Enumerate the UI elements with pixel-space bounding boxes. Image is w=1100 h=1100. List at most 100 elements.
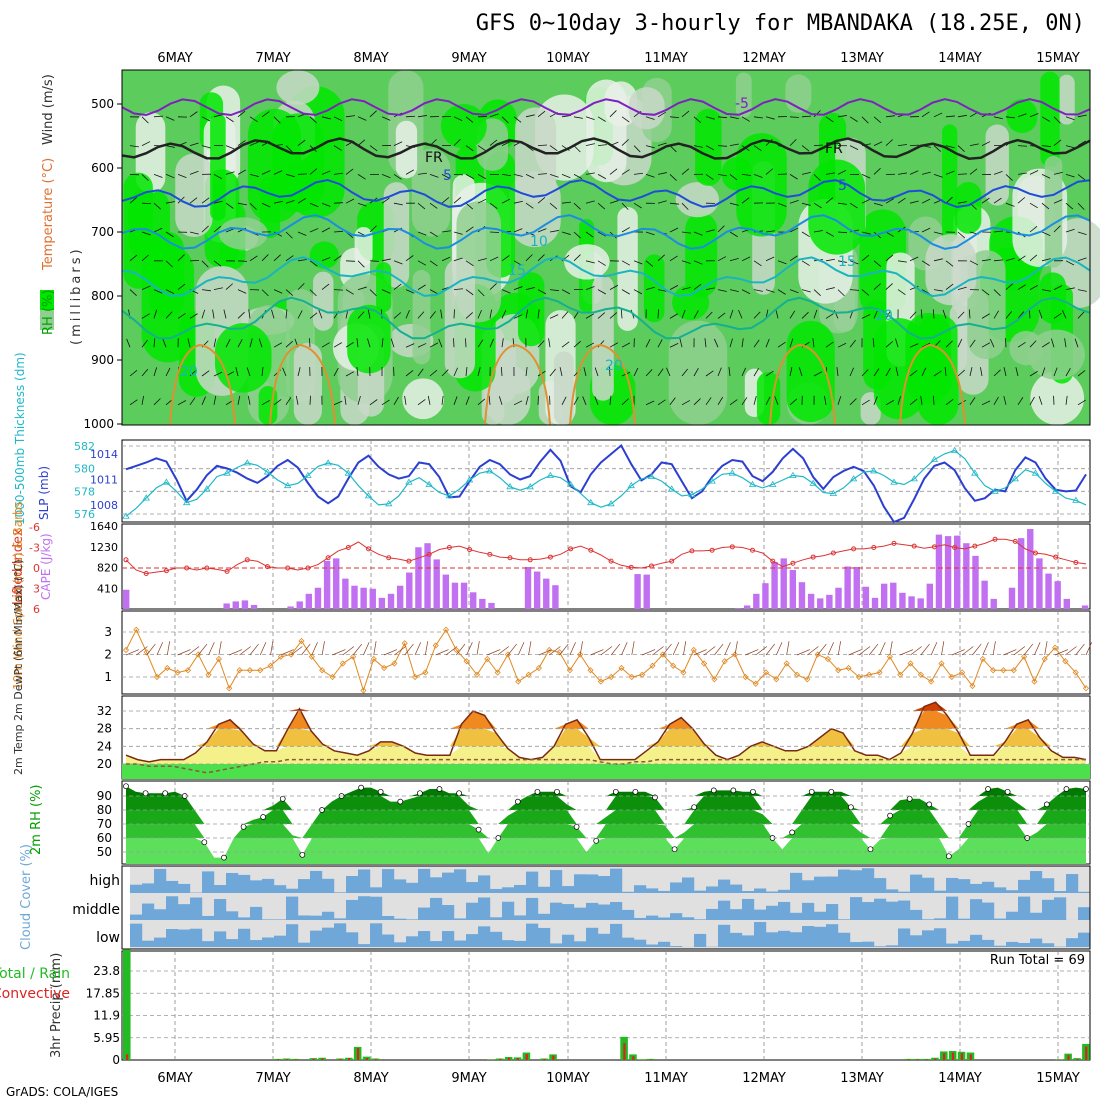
wind-barb bbox=[273, 399, 282, 406]
wind-barb bbox=[465, 174, 475, 180]
precip-convective-bar bbox=[1085, 1046, 1088, 1060]
cloud-bar bbox=[718, 879, 731, 893]
rh-patch bbox=[517, 272, 545, 347]
cloud-bar bbox=[946, 877, 959, 893]
rh-patch bbox=[1030, 371, 1085, 425]
contour-label: 20 bbox=[875, 308, 893, 324]
wind-barb bbox=[390, 338, 395, 348]
wind-barb bbox=[909, 398, 918, 406]
wind-barb bbox=[861, 198, 871, 204]
wind-speed-marker bbox=[1020, 653, 1028, 660]
wind-barb bbox=[201, 396, 206, 405]
wind-barb bbox=[141, 285, 151, 290]
cloud-bar bbox=[826, 876, 839, 893]
wind-barb bbox=[582, 396, 587, 405]
wind-barb bbox=[381, 197, 390, 204]
cloud-bar bbox=[934, 890, 947, 893]
panel-frame bbox=[121, 523, 1091, 610]
wind-barb bbox=[537, 289, 547, 295]
wind-barb bbox=[427, 395, 431, 405]
wind-barb bbox=[945, 196, 953, 204]
wind-ylabel: 10m Wind Speed (m/s) & Barbs bbox=[11, 501, 25, 690]
wind-barb bbox=[734, 641, 738, 656]
rh-marker bbox=[985, 786, 991, 792]
precip-convective-bar bbox=[916, 1059, 919, 1060]
lifted-index-marker bbox=[608, 558, 614, 564]
bottom-date-label: 6MAY bbox=[157, 1071, 192, 1086]
wind-barb bbox=[405, 309, 410, 319]
cape-bar bbox=[433, 559, 440, 609]
wind-barb bbox=[621, 227, 630, 233]
cloud-bar bbox=[190, 897, 203, 920]
cape-bar bbox=[333, 558, 340, 609]
cape-bar bbox=[798, 582, 806, 609]
wind-barb bbox=[189, 111, 198, 118]
wind-barb bbox=[879, 642, 886, 656]
wind-barb bbox=[765, 256, 775, 262]
wind-barb bbox=[789, 227, 799, 233]
wind-barb bbox=[561, 231, 571, 235]
cloud-bar bbox=[130, 914, 143, 920]
cape-bar bbox=[305, 593, 313, 609]
cloud-bar bbox=[286, 888, 299, 893]
wind-barb bbox=[417, 172, 427, 175]
wind-barb bbox=[513, 260, 522, 266]
wind-barb bbox=[921, 227, 931, 233]
wind-barb bbox=[693, 116, 702, 123]
cape-bar bbox=[1036, 558, 1043, 609]
cape-bar bbox=[862, 586, 870, 609]
wind-barb bbox=[201, 260, 209, 268]
wind-barb bbox=[477, 198, 487, 204]
wind-barb bbox=[993, 197, 1002, 204]
wind-barb bbox=[641, 649, 656, 656]
wind-speed-marker bbox=[577, 651, 584, 658]
panel-frame bbox=[121, 950, 1091, 1061]
contour-label: 20 bbox=[605, 358, 623, 374]
cape-bar bbox=[890, 582, 897, 609]
rh-marker bbox=[554, 788, 560, 795]
wind-barb bbox=[537, 254, 545, 262]
cloud-bar bbox=[1030, 871, 1043, 893]
cloud-bar bbox=[838, 919, 851, 920]
wind-barb bbox=[657, 200, 667, 204]
wind-barb bbox=[1003, 649, 1017, 656]
cape-bar bbox=[323, 560, 331, 609]
wind-barb bbox=[777, 260, 787, 265]
wind-barb bbox=[141, 368, 149, 377]
cloud-bar bbox=[730, 909, 743, 920]
wind-barb bbox=[333, 289, 344, 291]
wind-barb bbox=[1041, 231, 1051, 236]
wind-barb bbox=[357, 116, 367, 121]
wind-barb bbox=[249, 643, 259, 656]
wind-barb bbox=[237, 260, 248, 262]
rh-patch bbox=[1028, 329, 1085, 380]
lifted-index-marker bbox=[952, 545, 958, 550]
thickness-marker bbox=[607, 500, 615, 507]
wind-barb bbox=[885, 139, 893, 146]
wind-barb bbox=[225, 171, 235, 175]
wind-speed-marker bbox=[628, 673, 635, 681]
wind-barb bbox=[153, 309, 158, 319]
cloud-bar bbox=[778, 901, 791, 920]
cloud-bar bbox=[970, 899, 983, 920]
cloud-bar bbox=[346, 932, 359, 947]
wind-barb bbox=[165, 367, 171, 377]
wind-barb bbox=[825, 341, 834, 348]
cloud-bar bbox=[946, 896, 959, 920]
wind-barb bbox=[549, 368, 556, 377]
cloud-bar bbox=[394, 942, 407, 947]
wind-barb bbox=[717, 174, 727, 177]
lifted-index-marker bbox=[184, 565, 190, 571]
cloud-bar bbox=[802, 880, 815, 893]
wind-barb bbox=[672, 642, 680, 656]
cape-bar bbox=[351, 585, 358, 609]
wind-speed-marker bbox=[814, 651, 821, 658]
cloud-bar bbox=[394, 879, 407, 893]
wind-barb bbox=[441, 230, 451, 233]
cape-bar bbox=[287, 606, 294, 609]
rh-patch bbox=[402, 378, 445, 420]
cloud-bar bbox=[1054, 891, 1067, 893]
wind-barb bbox=[945, 145, 955, 149]
cloud-level-label: high bbox=[89, 873, 120, 889]
precip-convective-bar bbox=[285, 1059, 289, 1060]
